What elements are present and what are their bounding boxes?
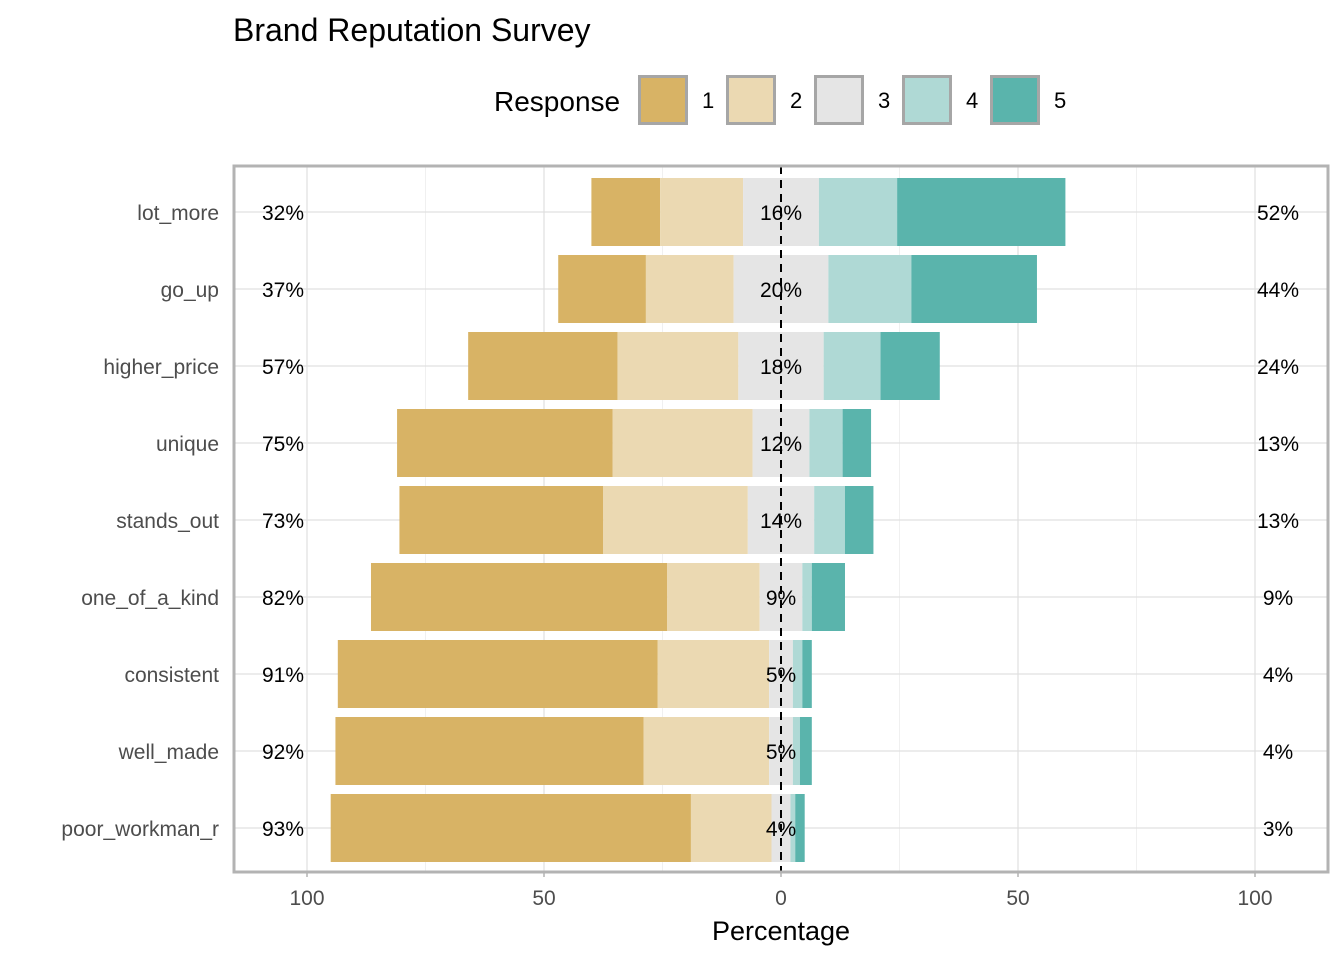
x-tick-label: 50 <box>1006 887 1029 910</box>
bar-go_up-response-1 <box>558 255 646 323</box>
high-percent-label: 9% <box>1263 587 1293 610</box>
legend-swatch-3 <box>814 75 864 125</box>
bar-consistent-response-1 <box>337 640 658 708</box>
bar-lot_more-response-1 <box>591 178 661 246</box>
category-label: one_of_a_kind <box>81 587 219 610</box>
legend: Response 1 2 3 4 5 <box>494 75 1066 125</box>
bar-stands_out-response-5 <box>844 486 874 554</box>
legend-swatch-4 <box>902 75 952 125</box>
x-axis-title: Percentage <box>712 916 850 946</box>
legend-label-1: 1 <box>702 88 714 113</box>
neutral-percent-label: 12% <box>760 433 802 456</box>
bar-unique-response-1 <box>397 409 613 477</box>
low-percent-label: 37% <box>262 279 304 302</box>
category-label: poor_workman_r <box>61 818 219 841</box>
legend-swatch-2 <box>726 75 776 125</box>
x-tick-labels: 100 50 0 50 100 <box>289 872 1273 910</box>
bar-unique-response-2 <box>612 409 753 477</box>
bar-consistent-response-5 <box>802 640 812 708</box>
high-percent-label: 44% <box>1257 279 1299 302</box>
bar-lot_more-response-2 <box>660 178 744 246</box>
bar-higher_price-response-4 <box>823 332 881 400</box>
category-label: stands_out <box>116 510 219 533</box>
bar-stands_out-response-1 <box>399 486 604 554</box>
x-tick-label: 0 <box>775 887 787 910</box>
low-percent-label: 32% <box>262 202 304 225</box>
bar-well_made-response-1 <box>335 717 644 785</box>
category-label: higher_price <box>103 356 219 379</box>
legend-swatch-1 <box>638 75 688 125</box>
legend-label-5: 5 <box>1054 88 1066 113</box>
bars <box>330 178 1066 862</box>
high-percent-label: 24% <box>1257 356 1299 379</box>
low-percent-label: 91% <box>262 664 304 687</box>
category-label: consistent <box>124 664 219 687</box>
x-tick-label: 100 <box>1237 887 1272 910</box>
legend-title: Response <box>494 86 620 117</box>
low-percent-label: 73% <box>262 510 304 533</box>
low-percent-label: 92% <box>262 741 304 764</box>
bar-go_up-response-4 <box>828 255 912 323</box>
x-tick-label: 50 <box>532 887 555 910</box>
legend-label-2: 2 <box>790 88 802 113</box>
bar-unique-response-4 <box>809 409 843 477</box>
low-percent-label: 75% <box>262 433 304 456</box>
neutral-percent-label: 5% <box>766 741 796 764</box>
bar-go_up-response-5 <box>911 255 1037 323</box>
bar-higher_price-response-5 <box>880 332 940 400</box>
high-percent-label: 3% <box>1263 818 1293 841</box>
neutral-percent-label: 9% <box>766 587 796 610</box>
category-label: unique <box>156 433 219 456</box>
legend-label-4: 4 <box>966 88 978 113</box>
bar-lot_more-response-5 <box>897 178 1066 246</box>
high-percent-label: 4% <box>1263 741 1293 764</box>
bar-well_made-response-3 <box>769 717 793 785</box>
bar-unique-response-5 <box>842 409 872 477</box>
high-percent-label: 13% <box>1257 510 1299 533</box>
bar-poor_workman_r-response-5 <box>795 794 805 862</box>
low-percent-label: 93% <box>262 818 304 841</box>
category-label: lot_more <box>137 202 219 225</box>
legend-label-3: 3 <box>878 88 890 113</box>
legend-swatch-5 <box>990 75 1040 125</box>
bar-poor_workman_r-response-4 <box>790 794 796 862</box>
low-percent-label: 82% <box>262 587 304 610</box>
neutral-percent-label: 20% <box>760 279 802 302</box>
bar-one_of_a_kind-response-5 <box>811 563 845 631</box>
bar-well_made-response-5 <box>799 717 812 785</box>
bar-stands_out-response-2 <box>603 486 748 554</box>
bar-well_made-response-4 <box>792 717 800 785</box>
high-percent-label: 13% <box>1257 433 1299 456</box>
low-percent-label: 57% <box>262 356 304 379</box>
bar-one_of_a_kind-response-4 <box>802 563 812 631</box>
bar-one_of_a_kind-response-1 <box>370 563 668 631</box>
bar-lot_more-response-4 <box>818 178 898 246</box>
category-label: go_up <box>161 279 219 302</box>
chart-title: Brand Reputation Survey <box>233 12 591 48</box>
bar-poor_workman_r-response-1 <box>330 794 691 862</box>
bar-poor_workman_r-response-2 <box>690 794 772 862</box>
bar-consistent-response-4 <box>792 640 803 708</box>
category-label: well_made <box>118 741 219 764</box>
high-percent-label: 52% <box>1257 202 1299 225</box>
bar-higher_price-response-1 <box>468 332 618 400</box>
high-percent-label: 4% <box>1263 664 1293 687</box>
percent-labels: 32% 16% 52%37% 20% 44%57% 18% 24%75% 12% 13%73% 1… <box>262 202 1299 841</box>
x-tick-label: 100 <box>289 887 324 910</box>
bar-well_made-response-2 <box>643 717 770 785</box>
bar-consistent-response-2 <box>657 640 770 708</box>
bar-higher_price-response-2 <box>617 332 739 400</box>
bar-go_up-response-2 <box>645 255 734 323</box>
bar-stands_out-response-4 <box>814 486 845 554</box>
bar-one_of_a_kind-response-2 <box>667 563 760 631</box>
